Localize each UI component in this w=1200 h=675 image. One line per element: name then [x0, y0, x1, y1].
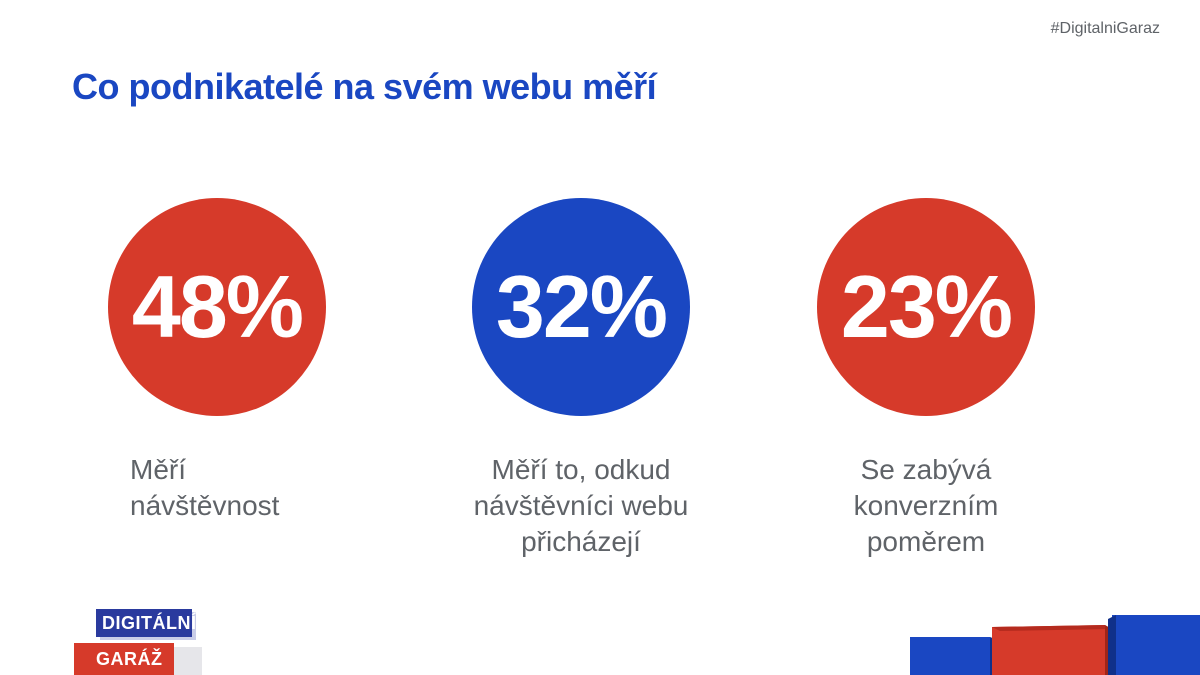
- stat-description-line: konverzním: [853, 490, 999, 521]
- logo-row-top: DIGITÁLNÍ: [96, 609, 196, 637]
- stat-description-line: Měří: [130, 454, 186, 485]
- stat-value: 48%: [131, 257, 304, 356]
- decor-block-red-top: [992, 625, 1110, 631]
- stat-description-line: návštěvníci webu: [473, 490, 689, 521]
- logo-text-line2: GARÁŽ: [96, 649, 163, 669]
- stat-circle: 23%: [817, 198, 1035, 416]
- stat-description: Měří to, odkud návštěvníci webu přicháze…: [421, 452, 741, 560]
- stat-value: 23%: [840, 257, 1013, 356]
- logo-shade: [174, 647, 202, 675]
- stat-description: Měří návštěvnost: [57, 452, 330, 524]
- decor-block-blue-left: [910, 637, 990, 675]
- decor-block-blue-right: [1112, 615, 1200, 675]
- decor-block-blue-right-edge: [1108, 615, 1116, 675]
- page-title: Co podnikatelé na svém webu měří: [72, 66, 657, 107]
- stat-description-line: přicházejí: [521, 526, 641, 557]
- stat-description-line: Měří to, odkud: [491, 454, 671, 485]
- digitalni-garaz-logo: DIGITÁLNÍ GARÁŽ: [72, 607, 212, 675]
- logo-text-line1: DIGITÁLNÍ: [102, 613, 197, 633]
- stat-circle: 32%: [472, 198, 690, 416]
- decorative-blocks: [910, 615, 1200, 675]
- stat-circle: 48%: [108, 198, 326, 416]
- stat-value: 32%: [495, 257, 668, 356]
- logo-row-bottom: GARÁŽ: [74, 643, 174, 675]
- stat-traffic-source: 32% Měří to, odkud návštěvníci webu přic…: [421, 198, 741, 560]
- stat-description-line: návštěvnost: [130, 490, 280, 521]
- stat-visits: 48% Měří návštěvnost: [57, 198, 377, 524]
- stat-description-line: Se zabývá: [860, 454, 992, 485]
- decor-block-red: [992, 625, 1105, 675]
- stat-conversion: 23% Se zabývá konverzním poměrem: [766, 198, 1086, 560]
- hashtag-label: #DigitalniGaraz: [1050, 20, 1160, 37]
- stat-description-line: poměrem: [866, 526, 986, 557]
- stat-description: Se zabývá konverzním poměrem: [766, 452, 1086, 560]
